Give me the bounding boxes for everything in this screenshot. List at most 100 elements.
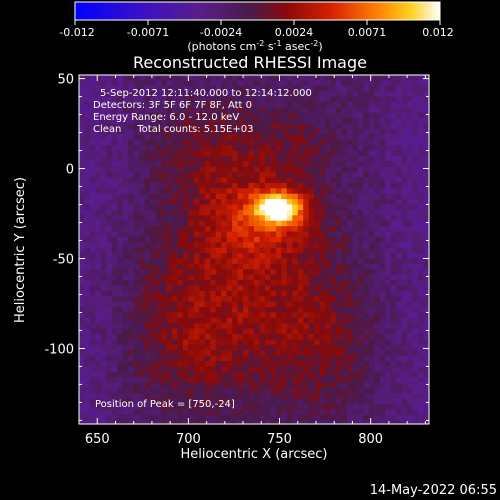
heatmap-cell <box>341 161 348 168</box>
heatmap-cell <box>89 415 97 422</box>
heatmap-cell <box>215 307 222 314</box>
heatmap-cell <box>133 382 140 389</box>
heatmap-cell <box>352 253 359 260</box>
heatmap-cell <box>111 328 118 335</box>
heatmap-cell <box>139 377 146 384</box>
heatmap-cell <box>248 258 255 265</box>
heatmap-cell <box>95 312 102 319</box>
heatmap-cell <box>182 382 189 389</box>
heatmap-cell <box>215 274 222 281</box>
heatmap-cell <box>210 96 217 103</box>
heatmap-cell <box>330 393 337 400</box>
heatmap-cell <box>341 285 348 292</box>
heatmap-cell <box>418 199 425 206</box>
heatmap-cell <box>275 96 282 103</box>
heatmap-cell <box>84 188 91 195</box>
heatmap-cell <box>281 242 288 249</box>
y-tick-label: 0 <box>66 163 74 178</box>
heatmap-cell <box>379 377 386 384</box>
heatmap-cell <box>254 285 261 292</box>
heatmap-cell <box>254 155 261 162</box>
heatmap-cell <box>210 209 217 216</box>
heatmap-cell <box>248 155 255 162</box>
heatmap-cell <box>368 226 375 233</box>
heatmap-cell <box>259 107 266 114</box>
heatmap-cell <box>314 101 321 108</box>
heatmap-cell <box>286 334 293 341</box>
heatmap-cell <box>281 328 288 335</box>
heatmap-cell <box>264 301 272 308</box>
heatmap-cell <box>226 253 233 260</box>
heatmap-cell <box>407 209 414 216</box>
heatmap-cell <box>259 328 266 335</box>
heatmap-cell <box>401 134 408 141</box>
heatmap-cell <box>412 253 419 260</box>
heatmap-cell <box>407 323 414 330</box>
heatmap-cell <box>418 285 425 292</box>
heatmap-cell <box>357 242 364 249</box>
heatmap-cell <box>401 199 408 206</box>
heatmap-cell <box>418 123 425 130</box>
heatmap-cell <box>418 242 425 249</box>
heatmap-cell <box>100 350 107 357</box>
heatmap-cell <box>259 366 266 373</box>
heatmap-cell <box>122 220 129 227</box>
heatmap-cell <box>390 91 397 98</box>
heatmap-cell <box>133 182 140 189</box>
heatmap-cell <box>161 242 168 249</box>
heatmap-cell <box>95 85 102 92</box>
heatmap-cell <box>254 274 261 281</box>
heatmap-cell <box>210 231 217 238</box>
heatmap-cell <box>133 128 140 135</box>
heatmap-cell <box>188 150 195 157</box>
heatmap-cell <box>139 188 146 195</box>
heatmap-cell <box>210 118 217 125</box>
heatmap-cell <box>374 409 381 416</box>
heatmap-cell <box>407 334 414 341</box>
annotation-clean-counts: Clean Total counts: 5.15E+03 <box>93 124 253 135</box>
heatmap-cell <box>341 334 348 341</box>
heatmap-cell <box>330 328 337 335</box>
heatmap-cell <box>139 199 146 206</box>
heatmap-cell <box>106 123 113 130</box>
heatmap-cell <box>379 85 386 92</box>
heatmap-cell <box>89 231 97 238</box>
heatmap-cell <box>232 220 239 227</box>
heatmap-cell <box>412 236 419 243</box>
heatmap-cell <box>215 404 222 411</box>
heatmap-cell <box>275 177 282 184</box>
heatmap-cell <box>166 296 173 303</box>
heatmap-cell <box>341 409 348 416</box>
colorbar-tick-label: 0.0071 <box>348 26 387 39</box>
heatmap-cell <box>243 339 250 346</box>
heatmap-cell <box>374 382 381 389</box>
heatmap-cell <box>297 393 304 400</box>
heatmap-cell <box>374 155 381 162</box>
heatmap-cell <box>341 290 348 297</box>
heatmap-cell <box>297 161 304 168</box>
heatmap-cell <box>204 80 211 87</box>
heatmap-cell <box>150 172 157 179</box>
heatmap-cell <box>286 155 293 162</box>
heatmap-cell <box>95 258 102 265</box>
heatmap-cell <box>188 209 195 216</box>
heatmap-cell <box>390 145 397 152</box>
heatmap-cell <box>133 236 140 243</box>
heatmap-cell <box>171 177 179 184</box>
heatmap-cell <box>341 415 348 422</box>
heatmap-cell <box>84 263 91 270</box>
heatmap-cell <box>254 301 261 308</box>
heatmap-cell <box>341 296 348 303</box>
heatmap-cell <box>308 85 315 92</box>
heatmap-cell <box>303 75 310 81</box>
heatmap-cell <box>336 263 343 270</box>
heatmap-cell <box>210 382 217 389</box>
heatmap-cell <box>346 328 354 335</box>
heatmap-cell <box>401 139 408 146</box>
heatmap-cell <box>396 280 403 287</box>
heatmap-cell <box>232 404 239 411</box>
heatmap-cell <box>379 404 386 411</box>
heatmap-cell <box>303 139 310 146</box>
heatmap-cell <box>150 209 157 216</box>
heatmap-cell <box>341 123 348 130</box>
